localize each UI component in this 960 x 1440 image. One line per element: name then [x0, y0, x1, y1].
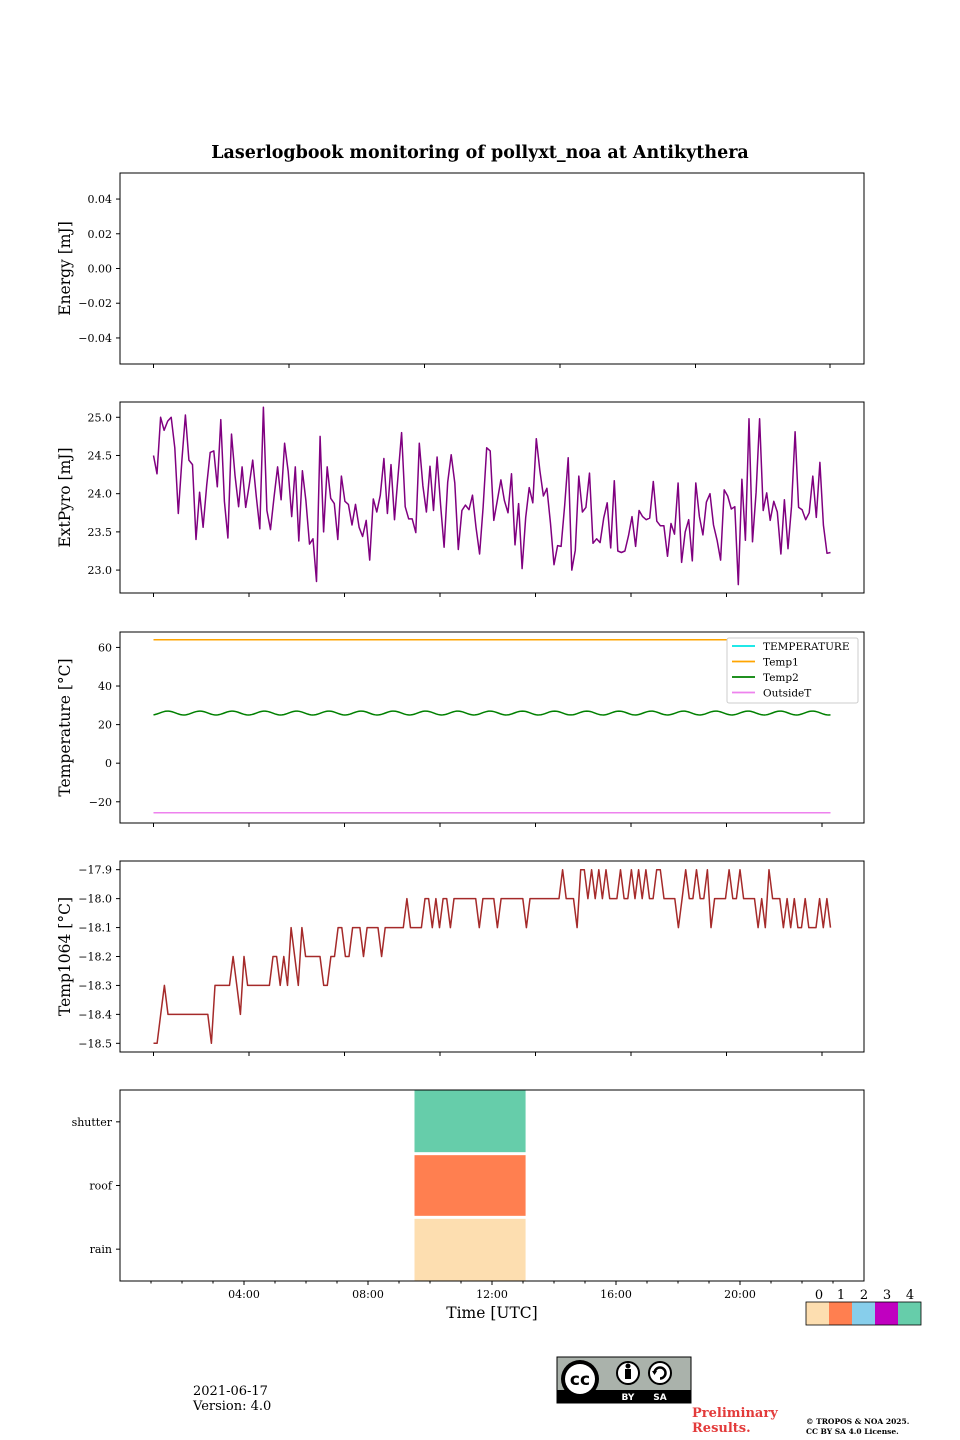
figure-title: Laserlogbook monitoring of pollyxt_noa a… [211, 143, 749, 163]
x-tick-label: 20:00 [724, 1288, 756, 1301]
y-tick-label: 23.0 [88, 564, 113, 577]
colorbar-label-1: 1 [837, 1288, 845, 1303]
y-tick-label: −18.3 [78, 979, 112, 992]
y-tick-label: −0.02 [78, 297, 112, 310]
y-tick-label: 23.5 [88, 526, 113, 539]
row-label-rain: rain [90, 1243, 112, 1256]
y-tick-label: −18.5 [78, 1037, 112, 1050]
colorbar-swatch-3 [875, 1302, 898, 1325]
y-axis-label: Energy [mJ] [56, 221, 74, 316]
panel-extpyro: 25.0 24.5 24.0 23.5 23.0 ExtPyro [mJ] [56, 401, 865, 597]
status-block-shutter [414, 1090, 526, 1153]
colorbar-label-3: 3 [883, 1288, 891, 1303]
share-alike-icon [648, 1361, 672, 1385]
y-axis-label: ExtPyro [mJ] [56, 447, 74, 547]
legend-label-temp1: Temp1 [763, 657, 799, 669]
y-tick-label: 24.0 [88, 488, 113, 501]
x-tick-label: 16:00 [600, 1288, 632, 1301]
y-tick-label: −18.0 [78, 893, 112, 906]
axes-frame [119, 172, 865, 365]
x-tick-label: 12:00 [476, 1288, 508, 1301]
colorbar-label-2: 2 [860, 1288, 868, 1303]
legend-label-temp2: Temp2 [763, 672, 799, 684]
axes-frame [119, 631, 865, 824]
y-tick-label: 20 [98, 719, 112, 732]
legend-box [726, 637, 859, 704]
y-tick-label: 60 [98, 641, 112, 654]
panel-temperature: 60 40 20 0 −20 Temperature [°C] TEMPERATURE Tem… [56, 631, 865, 827]
colorbar-swatch-2 [852, 1302, 875, 1325]
legend-label-outsidet: OutsideT [763, 688, 811, 700]
colorbar-label-4: 4 [906, 1288, 914, 1303]
row-label-roof: roof [89, 1180, 113, 1193]
x-tick-label: 08:00 [352, 1288, 384, 1301]
date-label: 2021-06-17 [193, 1384, 268, 1399]
y-axis-label: Temp1064 [°C] [56, 897, 74, 1016]
x-tick-label: 04:00 [228, 1288, 260, 1301]
x-axis-label: Time [UTC] [446, 1304, 537, 1322]
preliminary-label: Preliminary Results. [692, 1406, 778, 1436]
y-tick-label: 0 [105, 757, 112, 770]
temp2-line [153, 710, 831, 716]
version-label: Version: 4.0 [193, 1399, 272, 1414]
y-tick-label: 0.02 [88, 228, 113, 241]
y-tick-label: −0.04 [78, 332, 112, 345]
extpyro-line [152, 406, 831, 586]
panel-energy: 0.04 0.02 0.00 −0.02 −0.04 Energy [mJ] [56, 172, 865, 368]
temperature-legend: TEMPERATURE Temp1 Temp2 OutsideT [726, 637, 859, 704]
y-tick-label: −18.2 [78, 951, 112, 964]
y-tick-label: 0.04 [88, 193, 113, 206]
colorbar-swatch-4 [898, 1302, 921, 1325]
y-tick-label: −20 [89, 796, 112, 809]
row-label-shutter: shutter [72, 1116, 113, 1129]
y-tick-label: −18.4 [78, 1008, 112, 1021]
copyright-line-2: CC BY SA 4.0 License. [806, 1427, 899, 1436]
axes-frame [119, 401, 865, 594]
sa-label: SA [653, 1393, 666, 1403]
by-label: BY [622, 1393, 635, 1403]
axes-frame [119, 860, 865, 1053]
y-tick-label: 40 [98, 680, 112, 693]
cc-license-badge: cc BY SA [556, 1356, 692, 1404]
y-axis-label: Temperature [°C] [56, 658, 74, 796]
y-tick-label: 0.00 [88, 263, 113, 276]
panel-temp1064: −17.9 −18.0 −18.1 −18.2 −18.3 −18.4 −18.5 Temp1… [56, 860, 865, 1056]
colorbar-swatch-1 [829, 1302, 852, 1325]
copyright-line-1: © TROPOS & NOA 2025. [806, 1417, 910, 1426]
legend-label-temperature: TEMPERATURE [763, 641, 850, 653]
status-block-rain [414, 1218, 526, 1281]
panel-status: shutter roof rain 04:00 08:00 12:00 16:00 20:00 [72, 1089, 865, 1301]
colorbar-frame [805, 1301, 922, 1326]
y-tick-label: 24.5 [88, 449, 113, 462]
y-tick-label: −18.1 [78, 922, 112, 935]
y-tick-label: −17.9 [78, 864, 112, 877]
y-tick-label: 25.0 [88, 411, 113, 424]
status-block-roof [414, 1155, 526, 1216]
colorbar-swatch-0 [806, 1302, 829, 1325]
colorbar-label-0: 0 [815, 1288, 823, 1303]
temp1064-line [153, 868, 832, 1045]
cc-logo-text: cc [570, 1370, 590, 1390]
